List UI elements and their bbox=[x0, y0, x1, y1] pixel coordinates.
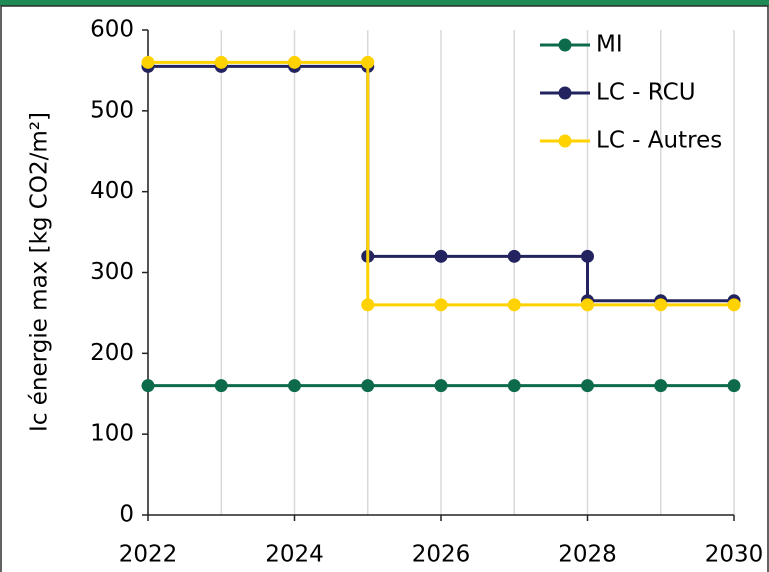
point bbox=[288, 55, 301, 69]
y-tick-label: 100 bbox=[90, 421, 134, 447]
point bbox=[141, 55, 155, 69]
point bbox=[581, 379, 594, 393]
point bbox=[507, 379, 521, 393]
point bbox=[288, 379, 301, 393]
y-tick-label: 500 bbox=[90, 97, 134, 123]
point bbox=[727, 298, 741, 312]
point bbox=[434, 379, 448, 393]
point bbox=[581, 298, 594, 312]
frame bbox=[0, 5, 769, 572]
point bbox=[654, 379, 668, 393]
point bbox=[581, 249, 594, 263]
point bbox=[214, 379, 228, 393]
y-tick-label: 400 bbox=[90, 178, 134, 204]
legend-marker bbox=[558, 134, 572, 148]
y-axis-label: Ic énergie max [kg CO2/m²] bbox=[27, 112, 53, 432]
point bbox=[214, 55, 228, 69]
y-tick-label: 600 bbox=[90, 17, 134, 43]
point bbox=[654, 298, 668, 312]
series-line bbox=[148, 60, 734, 307]
point bbox=[361, 379, 375, 393]
top-band bbox=[0, 0, 769, 6]
point bbox=[361, 298, 375, 312]
legend-label: MI bbox=[596, 32, 623, 58]
y-tick-label: 300 bbox=[90, 259, 134, 285]
x-tick-label: 2024 bbox=[265, 542, 324, 568]
point bbox=[507, 249, 521, 263]
point bbox=[141, 379, 155, 393]
legend-label: LC - RCU bbox=[596, 80, 696, 106]
y-tick-label: 200 bbox=[90, 340, 134, 366]
x-tick-label: 2028 bbox=[558, 542, 617, 568]
point bbox=[434, 298, 448, 312]
y-tick-label: 0 bbox=[119, 502, 134, 528]
legend-marker bbox=[558, 86, 572, 100]
x-tick-label: 2026 bbox=[412, 542, 471, 568]
point bbox=[361, 55, 375, 69]
x-tick-label: 2022 bbox=[119, 542, 178, 568]
point bbox=[434, 249, 448, 263]
point bbox=[507, 298, 521, 312]
legend-label: LC - Autres bbox=[596, 128, 722, 154]
point bbox=[727, 379, 741, 393]
legend-marker bbox=[558, 38, 572, 52]
x-tick-label: 2030 bbox=[705, 542, 764, 568]
